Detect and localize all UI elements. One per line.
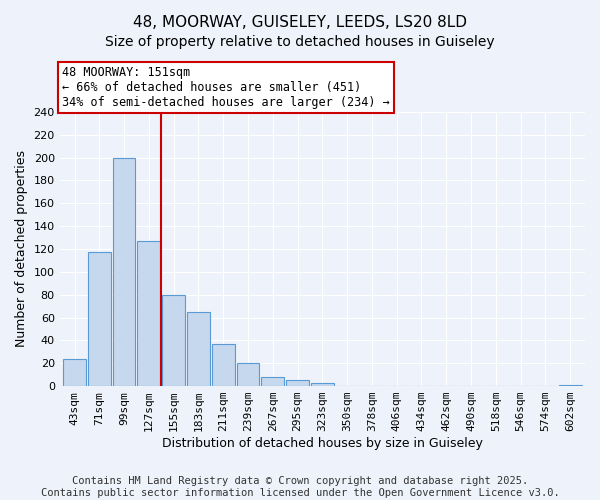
Text: 48 MOORWAY: 151sqm
← 66% of detached houses are smaller (451)
34% of semi-detach: 48 MOORWAY: 151sqm ← 66% of detached hou… (62, 66, 390, 109)
Bar (162, 294, 185, 386)
Text: Size of property relative to detached houses in Guiseley: Size of property relative to detached ho… (105, 35, 495, 49)
Y-axis label: Number of detached properties: Number of detached properties (15, 150, 28, 348)
X-axis label: Distribution of detached houses by size in Guiseley: Distribution of detached houses by size … (162, 437, 483, 450)
Text: Contains HM Land Registry data © Crown copyright and database right 2025.
Contai: Contains HM Land Registry data © Crown c… (41, 476, 559, 498)
Bar (311, 382, 334, 386)
Bar (212, 344, 235, 386)
Bar (137, 241, 160, 386)
Bar (113, 158, 136, 386)
Text: 48, MOORWAY, GUISELEY, LEEDS, LS20 8LD: 48, MOORWAY, GUISELEY, LEEDS, LS20 8LD (133, 15, 467, 30)
Bar (262, 377, 284, 386)
Bar (236, 363, 259, 386)
Bar (559, 385, 581, 386)
Bar (63, 358, 86, 386)
Bar (187, 312, 210, 386)
Bar (88, 252, 111, 386)
Bar (286, 380, 309, 386)
